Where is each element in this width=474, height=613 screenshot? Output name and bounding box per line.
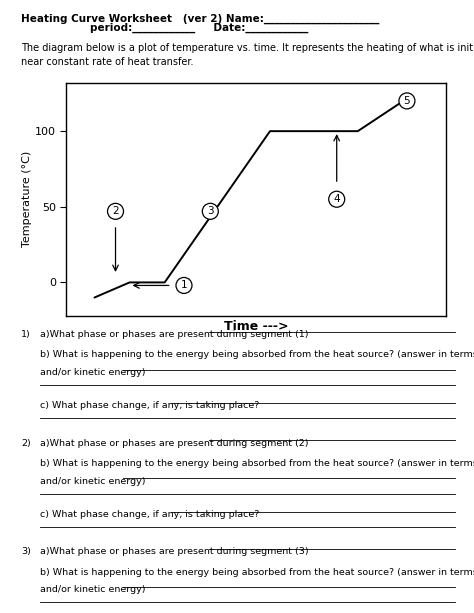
- Text: 1): 1): [21, 330, 31, 339]
- Text: b) What is happening to the energy being absorbed from the heat source? (answer : b) What is happening to the energy being…: [40, 568, 474, 577]
- Text: Heating Curve Worksheet   (ver 2) Name:______________________: Heating Curve Worksheet (ver 2) Name:___…: [21, 13, 380, 24]
- Text: 3: 3: [207, 207, 214, 216]
- Text: and/or kinetic energy): and/or kinetic energy): [40, 477, 149, 485]
- Text: and/or kinetic energy): and/or kinetic energy): [40, 368, 149, 377]
- Text: and/or kinetic energy): and/or kinetic energy): [40, 585, 149, 595]
- Text: 5: 5: [404, 96, 410, 106]
- X-axis label: Time --->: Time --->: [224, 320, 288, 333]
- Text: 3): 3): [21, 547, 31, 557]
- Text: b) What is happening to the energy being absorbed from the heat source? (answer : b) What is happening to the energy being…: [40, 459, 474, 468]
- Y-axis label: Temperature (°C): Temperature (°C): [22, 151, 32, 248]
- Text: 2): 2): [21, 439, 31, 447]
- Text: b) What is happening to the energy being absorbed from the heat source? (answer : b) What is happening to the energy being…: [40, 350, 474, 359]
- Text: c) What phase change, if any, is taking place?: c) What phase change, if any, is taking …: [40, 510, 263, 519]
- Text: a)What phase or phases are present during segment (2): a)What phase or phases are present durin…: [40, 439, 312, 447]
- Text: a)What phase or phases are present during segment (3): a)What phase or phases are present durin…: [40, 547, 312, 557]
- Text: 4: 4: [333, 194, 340, 204]
- Text: The diagram below is a plot of temperature vs. time. It represents the heating o: The diagram below is a plot of temperatu…: [21, 43, 474, 67]
- Text: 2: 2: [112, 207, 119, 216]
- Text: 1: 1: [181, 280, 187, 291]
- Text: period:____________     Date:____________: period:____________ Date:____________: [90, 23, 309, 33]
- Text: a)What phase or phases are present during segment (1): a)What phase or phases are present durin…: [40, 330, 312, 339]
- Text: c) What phase change, if any, is taking place?: c) What phase change, if any, is taking …: [40, 401, 263, 410]
